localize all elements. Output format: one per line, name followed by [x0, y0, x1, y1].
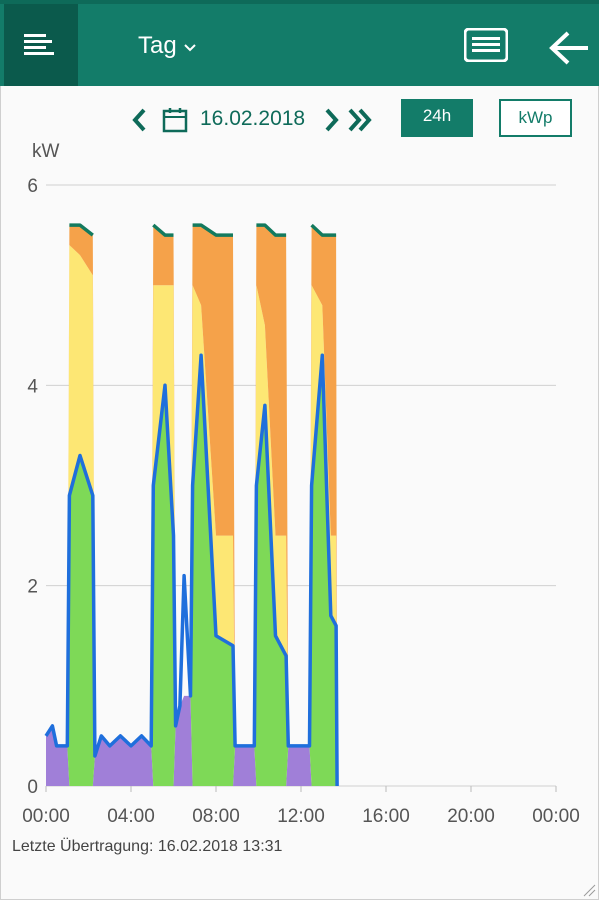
menu-button[interactable] [4, 4, 78, 86]
unit-button[interactable]: kWp [499, 99, 572, 137]
line-series [69, 223, 337, 237]
calendar-icon[interactable] [162, 108, 188, 133]
next-day[interactable] [325, 108, 339, 132]
y-tick-label: 0 [27, 777, 38, 798]
x-tick-label: 00:00 [532, 806, 580, 827]
prev-day[interactable] [132, 108, 146, 132]
line-series [44, 353, 339, 787]
date-label[interactable]: 16.02.2018 [200, 107, 306, 130]
x-tick-label: 08:00 [192, 806, 240, 827]
y-tick-label: 6 [27, 176, 38, 197]
chart: kW 0 2 4 6 00:00 04:00 08:00 12:00 16:00 20:00 00:… [22, 141, 580, 827]
x-tick-label: 16:00 [362, 806, 410, 827]
header-bar: Tag [0, 0, 599, 86]
x-tick-label: 04:00 [107, 806, 155, 827]
y-axis-label: kW [32, 141, 60, 162]
resize-grip [583, 884, 596, 897]
y-tick-label: 2 [27, 577, 38, 598]
last-transfer: Letzte Übertragung: 16.02.2018 13:31 [12, 838, 283, 855]
x-tick-label: 00:00 [22, 806, 70, 827]
x-tick-label: 20:00 [447, 806, 495, 827]
period-dropdown[interactable]: Tag [138, 32, 197, 60]
stacked-area [46, 355, 338, 786]
stacked-area [46, 225, 338, 787]
last-day[interactable] [348, 108, 372, 132]
y-tick-label: 4 [27, 376, 38, 397]
back-icon[interactable] [548, 30, 590, 66]
period-label: Tag [138, 32, 177, 59]
x-tick-label: 12:00 [277, 806, 325, 827]
date-nav [132, 108, 372, 133]
list-icon[interactable] [464, 28, 508, 62]
dropdown-caret [184, 44, 197, 52]
menu-icon [24, 34, 54, 55]
range-button[interactable]: 24h [401, 99, 473, 137]
